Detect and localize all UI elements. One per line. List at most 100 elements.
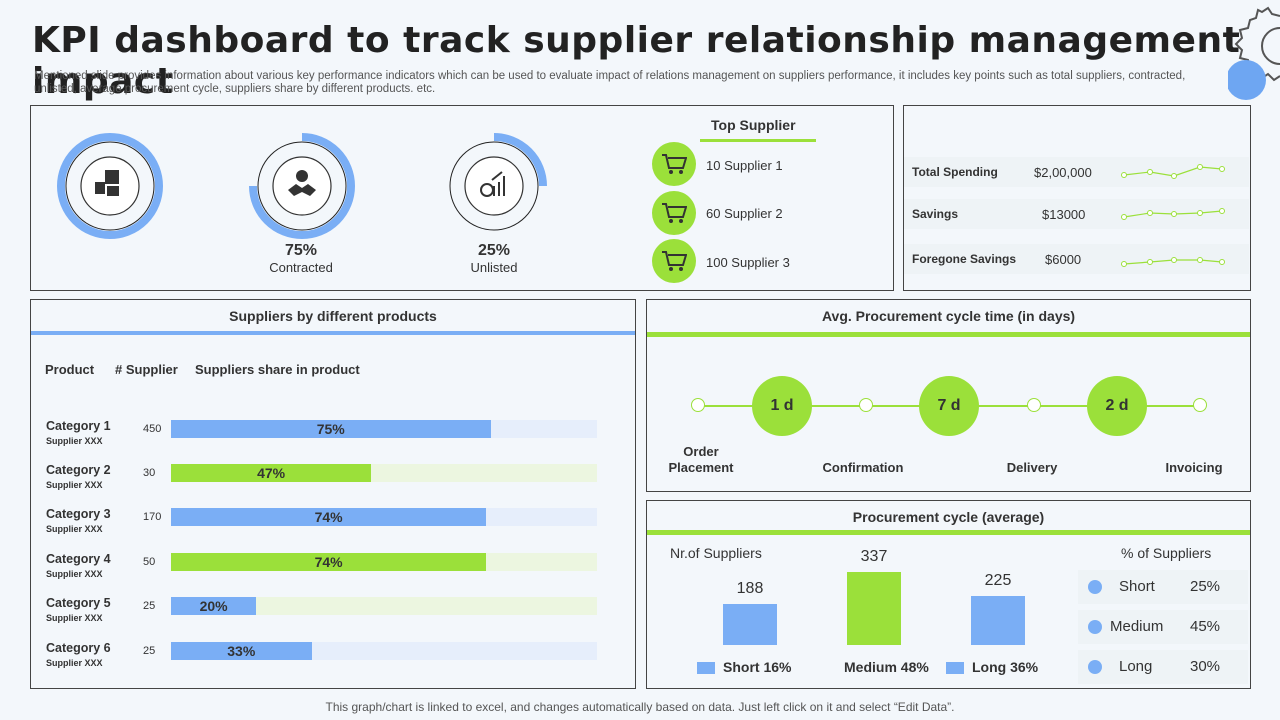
metric-value: $2,00,000 (1034, 165, 1092, 180)
cycle-node-1: 1 d (752, 376, 812, 436)
pct-row-value: 30% (1190, 658, 1221, 675)
footer-note: This graph/chart is linked to excel, and… (325, 700, 955, 714)
legend-label: Medium 48% (844, 659, 929, 675)
top-supplier-3: 100 Supplier 3 (706, 255, 790, 270)
legend-label: Short 16% (723, 659, 792, 675)
category-count: 25 (143, 600, 156, 612)
legend-swatch (697, 662, 715, 674)
handshake-icon (286, 168, 318, 205)
timeline-dot (1027, 398, 1041, 412)
supplier-boxes-icon (93, 168, 125, 205)
metric-row-savings: Savings $13000 (904, 199, 1249, 229)
timeline-dot (691, 398, 705, 412)
kpi-contracted-label: Contracted (269, 260, 333, 275)
category-sub: Supplier XXX (46, 613, 103, 623)
kpi-panel (30, 105, 894, 291)
pct-row-name: Long (1119, 658, 1153, 675)
cycle-node-3: 2 d (1087, 376, 1147, 436)
nr-suppliers-head: Nr.of Suppliers (670, 545, 762, 561)
col-share: Suppliers share in product (195, 362, 360, 377)
col-supplier: # Supplier (115, 362, 178, 377)
cycle-time-header-bar (647, 332, 1250, 337)
category-sub: Supplier XXX (46, 658, 103, 668)
legend-swatch (946, 662, 964, 674)
bullet-dot (1088, 660, 1102, 674)
metric-value: $6000 (1045, 252, 1082, 267)
kpi-suppliers-label: Suppliers (81, 260, 137, 275)
kpi-contracted-value: 75% (284, 242, 318, 259)
share-bar: 74% (171, 508, 487, 526)
category-count: 170 (143, 511, 162, 523)
step-order-placement: Order Placement (668, 444, 734, 475)
step-delivery: Delivery (1006, 460, 1058, 475)
sparkline (1121, 257, 1225, 267)
category-name: Category 6 (46, 641, 111, 655)
col-product: Product (45, 362, 95, 377)
page-title: KPI dashboard to track supplier relation… (32, 20, 1241, 102)
pct-row-name: Medium (1110, 618, 1164, 635)
pct-suppliers-head: % of Suppliers (1121, 545, 1212, 561)
procurement-bar (723, 604, 777, 645)
products-title: Suppliers by different products (229, 308, 437, 324)
category-name: Category 5 (46, 596, 111, 610)
procurement-bar-value: 225 (984, 572, 1012, 590)
donut-contracted (249, 133, 355, 239)
cart-icon (652, 239, 696, 283)
kpi-suppliers-value: 4000 (91, 242, 127, 259)
category-name: Category 2 (46, 463, 111, 477)
category-sub: Supplier XXX (46, 480, 103, 490)
procurement-bar (971, 596, 1025, 645)
kpi-unlisted-value: 25% (477, 242, 511, 259)
category-name: Category 3 (46, 507, 111, 521)
legend-swatch (818, 662, 836, 674)
procurement-title: Procurement cycle (average) (852, 509, 1045, 525)
metric-row-total-spending: Total Spending $2,00,000 (904, 157, 1249, 187)
category-name: Category 4 (46, 552, 111, 566)
share-bar: 74% (171, 553, 487, 571)
gear-icon (1228, 6, 1280, 100)
metric-name: Foregone Savings (912, 252, 1017, 266)
metric-name: Total Spending (912, 165, 998, 179)
top-supplier-1: 10 Supplier 1 (706, 158, 783, 173)
category-count: 25 (143, 645, 156, 657)
page-subtitle: Mentioned slide provides information abo… (34, 70, 1186, 95)
category-sub: Supplier XXX (46, 524, 103, 534)
pct-row: Long 30% (1078, 650, 1248, 684)
bullet-dot (1088, 580, 1102, 594)
sparkline (1121, 164, 1225, 179)
procurement-bar-value: 337 (860, 548, 888, 565)
category-count: 30 (143, 467, 156, 479)
pct-row: Medium 45% (1078, 610, 1248, 644)
cycle-time-title: Avg. Procurement cycle time (in days) (821, 308, 1076, 324)
step-confirmation: Confirmation (822, 460, 904, 475)
share-bar: 75% (171, 420, 491, 438)
cart-icon (652, 142, 696, 186)
share-bar: 20% (171, 597, 257, 615)
timeline-dot (859, 398, 873, 412)
sparkline (1121, 208, 1225, 220)
cycle-node-2: 7 d (919, 376, 979, 436)
legend-label: Long 36% (972, 659, 1039, 675)
bullet-dot (1088, 620, 1102, 634)
top-supplier-2: 60 Supplier 2 (706, 206, 783, 221)
share-bar: 33% (171, 642, 312, 660)
pct-row-name: Short (1119, 578, 1155, 595)
metric-name: Savings (912, 207, 959, 221)
metric-row-foregone-savings: Foregone Savings $6000 (904, 244, 1249, 274)
top-supplier-title: Top Supplier (711, 117, 796, 133)
category-name: Category 1 (46, 419, 111, 433)
step-invoicing: Invoicing (1165, 460, 1223, 475)
category-sub: Supplier XXX (46, 436, 103, 446)
products-panel (30, 299, 636, 689)
metric-value: $13000 (1042, 207, 1086, 222)
category-count: 450 (143, 423, 162, 435)
timeline-dot (1193, 398, 1207, 412)
share-bar-track (171, 597, 597, 615)
category-sub: Supplier XXX (46, 569, 103, 579)
procurement-header-bar (647, 530, 1250, 535)
growth-chart-icon (478, 168, 510, 205)
pct-row-value: 45% (1190, 618, 1221, 635)
products-header-bar (31, 331, 635, 335)
cart-icon (652, 191, 696, 235)
top-supplier-underline (700, 139, 816, 142)
